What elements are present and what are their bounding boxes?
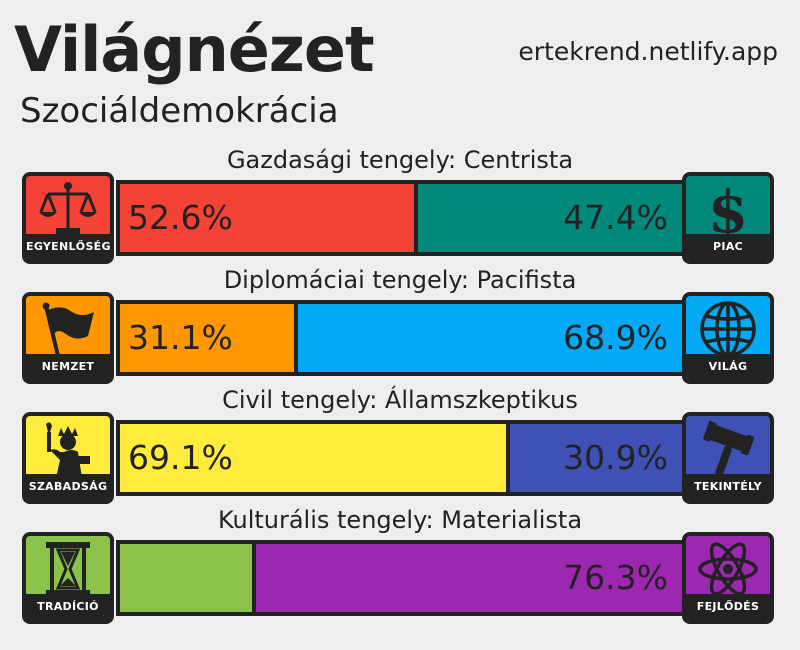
flag-icon (42, 302, 94, 357)
liberty-percentage: 69.1% (128, 438, 233, 477)
dollar-icon: $ (708, 180, 748, 238)
cultural-bar: 76.3% (116, 540, 686, 616)
progress-icon-box: FEJLŐDÉS (682, 532, 774, 624)
website-url[interactable]: ertekrend.netlify.app (518, 37, 778, 66)
atom-icon (698, 542, 758, 596)
market-label: PIAC (686, 234, 770, 260)
scales-icon (39, 182, 97, 234)
civil-axis-label: Civil tengely: Államszkeptikus (222, 386, 578, 414)
nation-percentage: 31.1% (128, 318, 233, 357)
liberty-icon (46, 422, 90, 478)
world-icon-box: VILÁG (682, 292, 774, 384)
gavel-icon (703, 421, 755, 476)
liberty-icon-box: SZABADSÁG (22, 412, 114, 504)
market-percentage: 47.4% (563, 198, 668, 237)
svg-text:$: $ (708, 180, 748, 238)
tradition-icon-box: TRADÍCIÓ (22, 532, 114, 624)
authority-label: TEKINTÉLY (686, 474, 770, 500)
liberty-label: SZABADSÁG (26, 474, 110, 500)
nation-segment: 31.1% (120, 304, 294, 372)
page-title: Világnézet (14, 13, 375, 86)
hourglass-icon (46, 542, 90, 596)
equality-segment: 52.6% (120, 184, 414, 252)
market-icon-box: $ PIAC (682, 172, 774, 264)
civil-bar: 69.1% 30.9% (116, 420, 686, 496)
progress-label: FEJLŐDÉS (686, 594, 770, 620)
equality-percentage: 52.6% (128, 198, 233, 237)
economic-bar: 52.6% 47.4% (116, 180, 686, 256)
world-label: VILÁG (686, 354, 770, 380)
world-percentage: 68.9% (563, 318, 668, 357)
diplomatic-bar: 31.1% 68.9% (116, 300, 686, 376)
world-segment: 68.9% (297, 304, 682, 372)
progress-segment: 76.3% (256, 544, 682, 612)
tradition-label: TRADÍCIÓ (26, 594, 110, 620)
tradition-segment (120, 544, 253, 612)
nation-icon-box: NEMZET (22, 292, 114, 384)
cultural-axis-label: Kulturális tengely: Materialista (217, 506, 583, 534)
progress-percentage: 76.3% (563, 558, 668, 597)
diplomatic-axis-label: Diplomáciai tengely: Pacifista (223, 266, 577, 294)
nation-label: NEMZET (26, 354, 110, 380)
equality-icon-box: EGYENLŐSÉG (22, 172, 114, 264)
economic-axis-label: Gazdasági tengely: Centrista (226, 146, 574, 174)
authority-icon-box: TEKINTÉLY (682, 412, 774, 504)
market-segment: 47.4% (417, 184, 682, 252)
equality-label: EGYENLŐSÉG (26, 234, 110, 260)
authority-percentage: 30.9% (563, 438, 668, 477)
liberty-segment: 69.1% (120, 424, 506, 492)
ideology-name: Szociáldemokrácia (20, 91, 339, 131)
globe-icon (700, 301, 756, 357)
authority-segment: 30.9% (509, 424, 682, 492)
